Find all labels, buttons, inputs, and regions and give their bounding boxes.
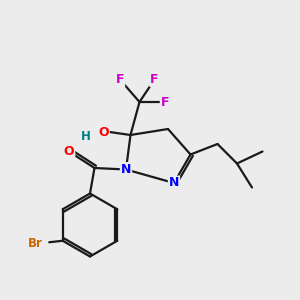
Text: F: F [116,73,124,86]
Text: N: N [121,163,131,176]
Text: F: F [161,95,169,109]
Text: O: O [98,125,109,139]
Text: Br: Br [28,237,43,250]
Text: F: F [150,73,159,86]
Text: O: O [64,145,74,158]
Text: H: H [81,130,90,143]
Text: N: N [169,176,179,190]
